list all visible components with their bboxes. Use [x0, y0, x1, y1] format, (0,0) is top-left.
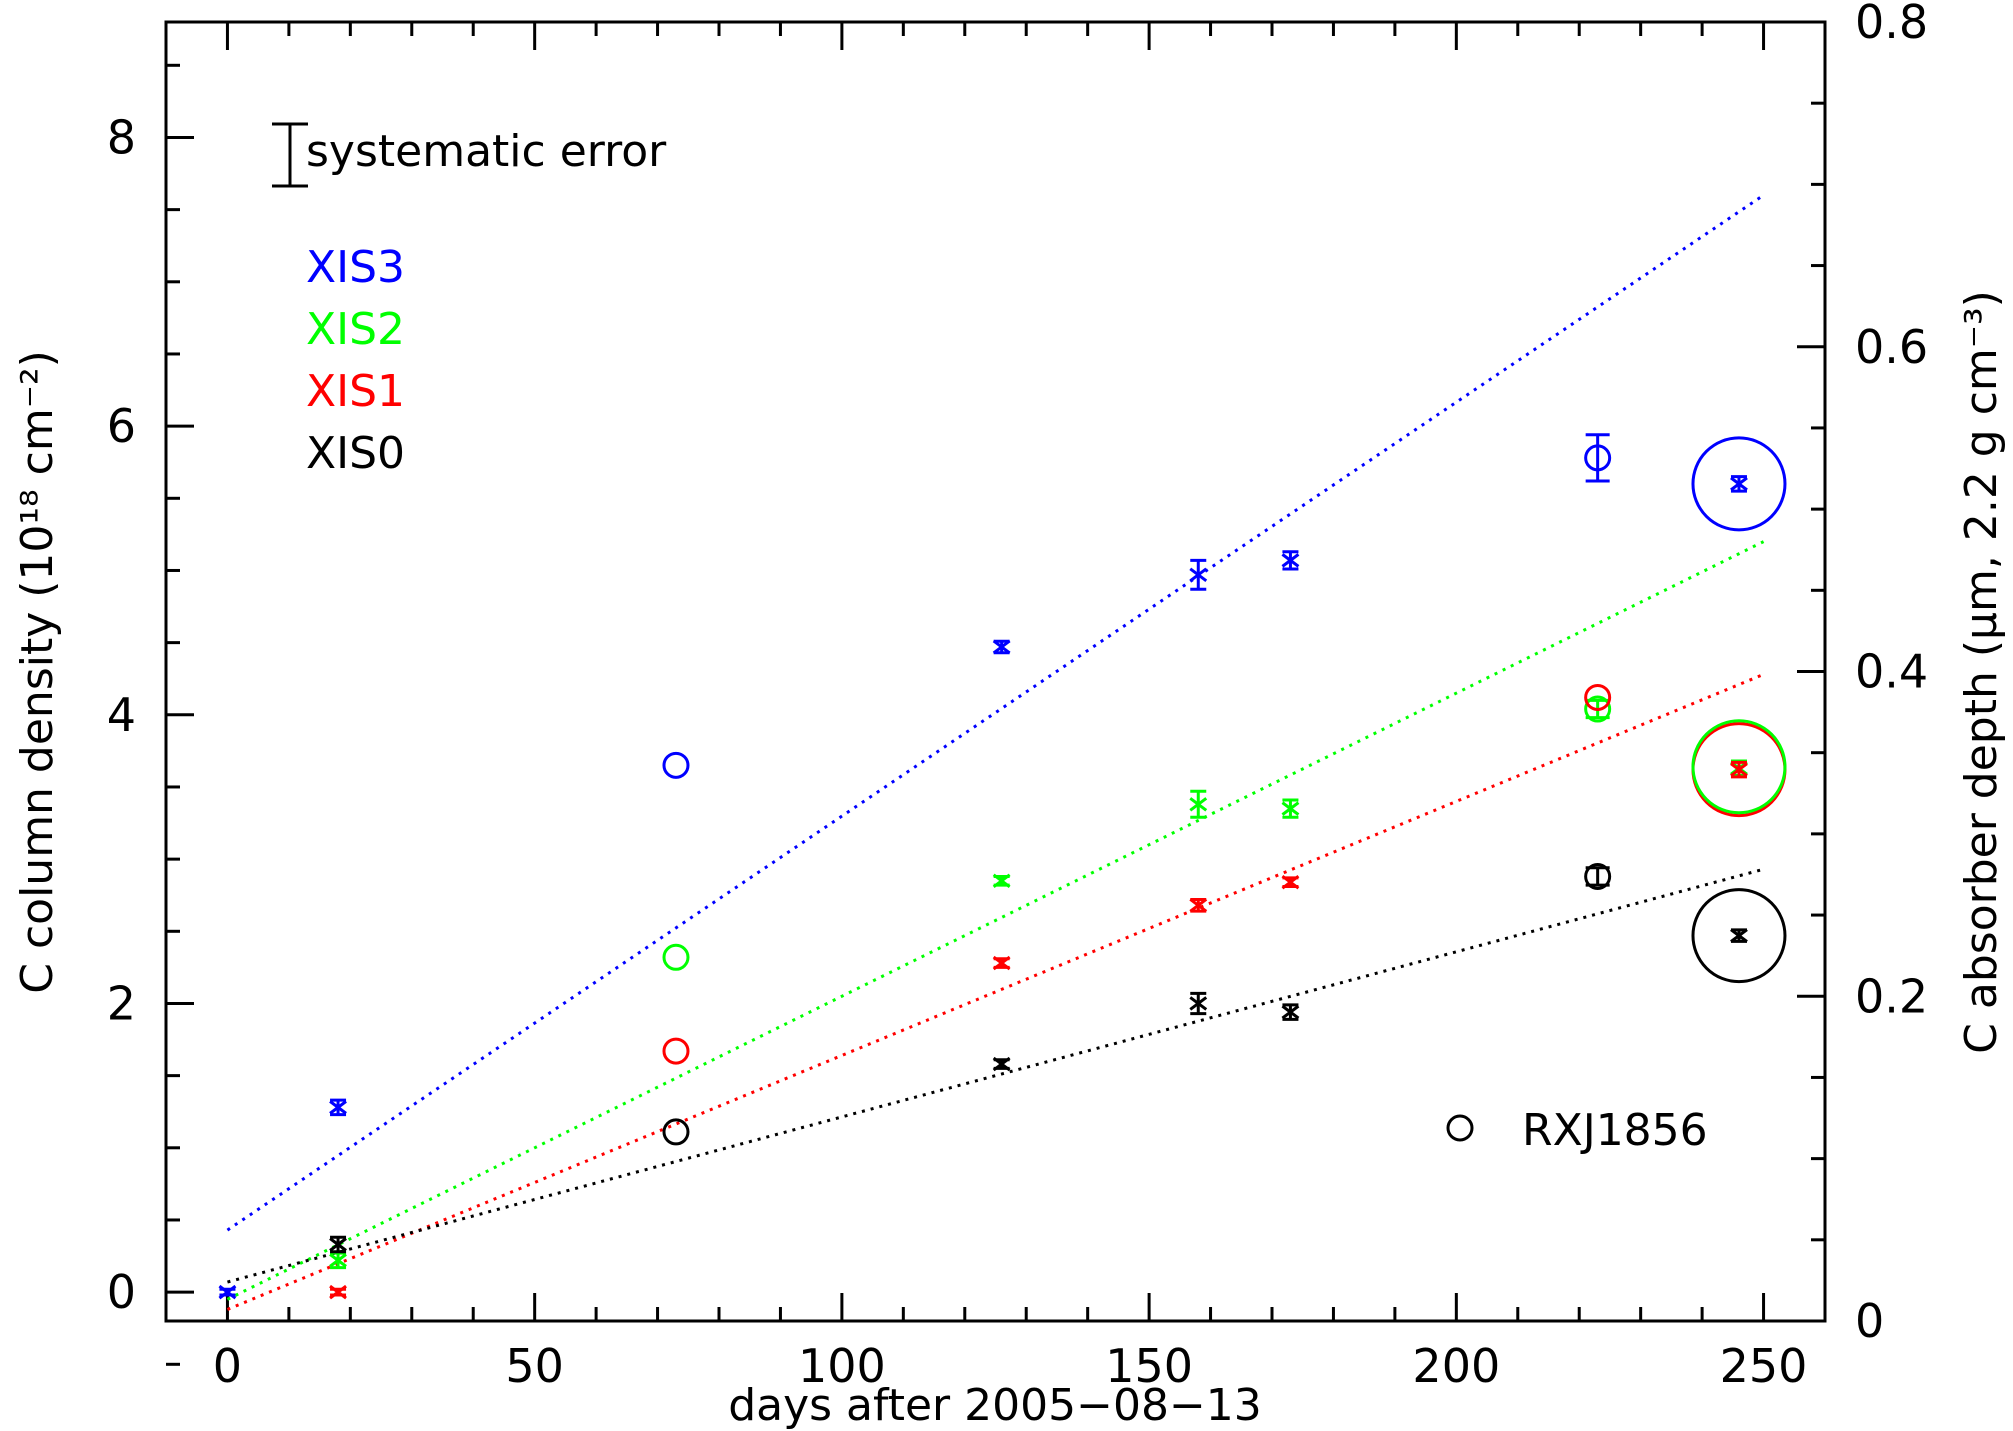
y-axis-ticks-right: 0 0.2 0.4 0.6 0.8: [1797, 0, 1928, 1348]
legend-item-xis1: XIS1: [306, 366, 405, 417]
point-stroke: [992, 873, 1011, 888]
point-stroke: [329, 1253, 347, 1268]
data-point: [1189, 567, 1208, 582]
systematic-error-marker: [272, 122, 308, 188]
y2-tick-label: 0.4: [1855, 645, 1928, 699]
data-point: [1730, 762, 1748, 777]
y-tick-label: 8: [107, 110, 136, 164]
data-point: [992, 639, 1011, 655]
point-stroke: [1189, 996, 1208, 1011]
rxj1856-point: [662, 1118, 690, 1146]
y-tick-label: 6: [107, 399, 136, 453]
y-tick-label: 2: [107, 976, 136, 1030]
point-stroke: [1281, 1004, 1300, 1020]
y-axis-title-right: C absorber depth (μm, 2.2 g cm⁻³): [1956, 290, 2007, 1054]
data-point: [992, 1056, 1011, 1072]
point-stroke: [992, 955, 1011, 971]
x-tick-label: 250: [1720, 1339, 1808, 1393]
systematic-error-label: systematic error: [306, 126, 667, 177]
point-stroke: [329, 1237, 347, 1252]
y2-tick-label: 0.8: [1855, 0, 1928, 49]
y2-tick-label: 0.2: [1855, 969, 1928, 1023]
y2-tick-label: 0.6: [1855, 320, 1928, 374]
point-stroke: [1281, 801, 1300, 816]
y-tick-label: 4: [107, 688, 136, 742]
data-point: [218, 1284, 237, 1300]
rxj1856-point: [662, 751, 690, 779]
y-axis-ticks-left: 0 2 4 6 8: [107, 63, 194, 1366]
data-point: [1281, 801, 1300, 816]
y2-tick-label: 0: [1855, 1294, 1884, 1348]
point-stroke: [992, 639, 1011, 655]
legend-item-xis3: XIS3: [306, 242, 405, 293]
fit-line-xis1: [226, 673, 1765, 1311]
data-point: [329, 1284, 347, 1300]
fit-line-xis2: [226, 540, 1765, 1301]
data-point: [329, 1100, 347, 1115]
point-stroke: [1281, 553, 1300, 568]
data-point: [1189, 797, 1208, 812]
big-circle: [1691, 719, 1787, 815]
data-point: [1730, 476, 1748, 492]
point-stroke: [1281, 875, 1300, 890]
big-circle: [1691, 888, 1787, 984]
legend: XIS3 XIS2 XIS1 XIS0: [306, 242, 405, 479]
x-tick-label: 150: [1105, 1339, 1193, 1393]
point-stroke: [992, 1056, 1011, 1072]
fit-line-xis0: [227, 867, 1764, 1284]
point-stroke: [1189, 797, 1208, 812]
data-point: [1189, 996, 1208, 1011]
error-bar: [1585, 866, 1610, 887]
data-point: [1281, 875, 1300, 890]
point-stroke: [1730, 928, 1748, 943]
x-axis-title: days after 2005−08−13: [728, 1380, 1262, 1431]
x-tick-label: 0: [213, 1339, 242, 1393]
data-point: [992, 873, 1011, 888]
point-stroke: [1189, 567, 1208, 582]
point-stroke: [1730, 762, 1748, 777]
rxj1856-point: [1584, 695, 1612, 723]
data-point: [1730, 928, 1748, 943]
x-tick-label: 100: [798, 1339, 886, 1393]
error-bar: [1585, 433, 1610, 483]
data-point: [329, 1253, 347, 1268]
x-tick-label: 200: [1412, 1339, 1500, 1393]
rxj1856-point: [1584, 683, 1612, 711]
big-circle: [1691, 436, 1787, 532]
x-tick-label: 50: [505, 1339, 564, 1393]
point-stroke: [329, 1284, 347, 1300]
data-point: [992, 955, 1011, 971]
point-stroke: [1730, 476, 1748, 492]
rxj1856-point: [662, 1037, 690, 1065]
point-stroke: [218, 1284, 237, 1300]
point-stroke: [1189, 898, 1208, 913]
rxj1856-point: [1584, 444, 1612, 472]
y-tick-label: 0: [107, 1265, 136, 1319]
x-axis-ticks: 0 50 100 150 200 250: [164, 22, 1827, 1393]
data-point: [1281, 1004, 1300, 1020]
legend-item-xis2: XIS2: [306, 304, 405, 355]
fit-lines: [226, 193, 1765, 1311]
rxj1856-legend-circle: [1446, 1114, 1474, 1142]
rxj1856-label: RXJ1856: [1522, 1105, 1708, 1156]
point-stroke: [329, 1100, 347, 1115]
fit-line-xis3: [226, 193, 1765, 1232]
data-point: [1281, 553, 1300, 568]
y-axis-title-left: C column density (10¹⁸ cm⁻²): [12, 350, 63, 993]
legend-item-xis0: XIS0: [306, 428, 405, 479]
data-point: [329, 1237, 347, 1252]
rxj1856-point: [662, 943, 690, 971]
data-point: [1189, 898, 1208, 913]
rxj1856-point: [1584, 862, 1612, 890]
data-marks: [218, 433, 1787, 1300]
